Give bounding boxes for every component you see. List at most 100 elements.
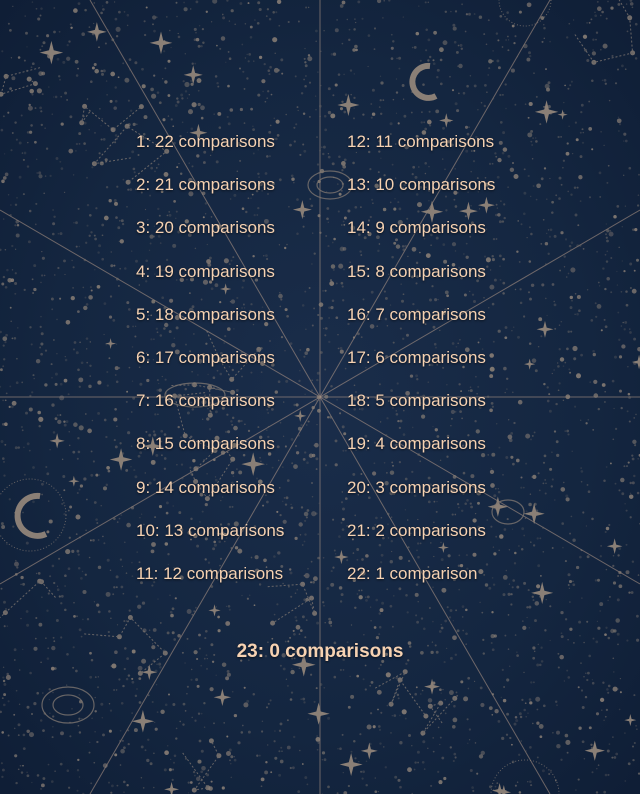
dust-dot bbox=[252, 125, 254, 127]
star-dot bbox=[608, 595, 611, 598]
dust-dot bbox=[89, 675, 93, 679]
star-dot bbox=[560, 487, 566, 492]
constellation-line bbox=[84, 616, 167, 674]
dust-dot bbox=[64, 358, 68, 362]
sparkle-star-icon bbox=[459, 201, 478, 221]
dust-dot bbox=[587, 671, 590, 675]
star-dot bbox=[141, 84, 146, 89]
star-dot bbox=[556, 453, 560, 458]
dust-dot bbox=[569, 532, 572, 535]
dust-dot bbox=[9, 29, 12, 32]
star-dot bbox=[158, 214, 161, 217]
star-dot bbox=[633, 269, 636, 272]
dust-dot bbox=[391, 461, 394, 464]
star-dot bbox=[541, 40, 544, 43]
dust-dot bbox=[247, 197, 250, 200]
dust-dot bbox=[78, 488, 81, 491]
dust-dot bbox=[154, 721, 156, 724]
dust-dot bbox=[562, 365, 565, 367]
dust-dot bbox=[343, 268, 345, 271]
dust-dot bbox=[347, 322, 350, 326]
dust-dot bbox=[485, 228, 488, 230]
star-dot bbox=[508, 438, 513, 443]
dust-dot bbox=[56, 352, 58, 355]
dust-dot bbox=[507, 35, 509, 38]
star-dot bbox=[555, 440, 559, 444]
dust-dot bbox=[470, 505, 473, 509]
dust-dot bbox=[625, 3, 628, 5]
dust-dot bbox=[310, 560, 313, 563]
dust-dot bbox=[174, 104, 178, 107]
dust-dot bbox=[163, 768, 167, 772]
dust-dot bbox=[246, 77, 249, 80]
dust-dot bbox=[267, 702, 270, 705]
star-dot bbox=[100, 138, 103, 141]
star-dot bbox=[272, 37, 278, 43]
dust-dot bbox=[618, 123, 622, 126]
dust-dot bbox=[100, 505, 102, 507]
dust-dot bbox=[205, 667, 209, 670]
dust-dot bbox=[114, 134, 118, 137]
dust-dot bbox=[267, 193, 269, 195]
dust-dot bbox=[604, 325, 608, 329]
dust-dot bbox=[219, 372, 223, 376]
dust-dot bbox=[173, 754, 177, 758]
dust-dot bbox=[85, 337, 89, 340]
dust-dot bbox=[476, 393, 478, 395]
dust-dot bbox=[633, 694, 636, 697]
star-dot bbox=[582, 34, 588, 39]
dust-dot bbox=[338, 535, 341, 538]
dust-dot bbox=[390, 550, 393, 553]
dust-dot bbox=[142, 787, 145, 789]
dust-dot bbox=[572, 19, 575, 21]
dust-dot bbox=[118, 240, 120, 243]
star-dot bbox=[350, 694, 355, 699]
dust-dot bbox=[112, 593, 115, 596]
constellation-star bbox=[208, 738, 214, 744]
dust-dot bbox=[291, 668, 293, 670]
dust-dot bbox=[432, 586, 434, 589]
dust-dot bbox=[84, 413, 87, 415]
star-dot bbox=[390, 46, 394, 50]
dust-dot bbox=[358, 589, 361, 592]
dust-dot bbox=[16, 566, 19, 569]
dust-dot bbox=[599, 14, 602, 17]
dust-dot bbox=[377, 318, 380, 321]
dust-dot bbox=[604, 82, 607, 85]
dust-dot bbox=[148, 433, 152, 437]
dust-dot bbox=[373, 27, 377, 30]
dust-dot bbox=[26, 705, 30, 709]
dust-dot bbox=[427, 500, 431, 504]
dust-dot bbox=[579, 155, 583, 159]
dust-dot bbox=[580, 110, 583, 114]
dust-dot bbox=[408, 559, 411, 563]
dust-dot bbox=[637, 457, 640, 460]
dust-dot bbox=[392, 40, 395, 43]
dust-dot bbox=[166, 745, 169, 747]
star-dot bbox=[528, 260, 532, 263]
dust-dot bbox=[23, 288, 26, 292]
dust-dot bbox=[510, 432, 514, 435]
dust-dot bbox=[382, 99, 385, 101]
star-dot bbox=[107, 469, 111, 473]
star-dot bbox=[295, 403, 299, 407]
dust-dot bbox=[483, 296, 485, 299]
dust-dot bbox=[592, 349, 595, 353]
dust-dot bbox=[249, 36, 253, 39]
star-dot bbox=[280, 335, 284, 339]
dust-dot bbox=[565, 494, 569, 498]
dust-dot bbox=[294, 615, 297, 619]
dust-dot bbox=[450, 143, 454, 147]
dust-dot bbox=[189, 226, 193, 230]
dust-dot bbox=[219, 564, 221, 567]
dust-dot bbox=[612, 736, 614, 738]
dust-dot bbox=[430, 784, 433, 787]
dust-dot bbox=[584, 695, 588, 699]
dust-dot bbox=[378, 177, 382, 181]
dust-dot bbox=[530, 129, 534, 133]
dust-dot bbox=[425, 186, 427, 189]
dust-dot bbox=[126, 657, 129, 660]
dust-dot bbox=[23, 151, 27, 155]
dust-dot bbox=[466, 718, 469, 721]
dust-dot bbox=[90, 782, 93, 785]
